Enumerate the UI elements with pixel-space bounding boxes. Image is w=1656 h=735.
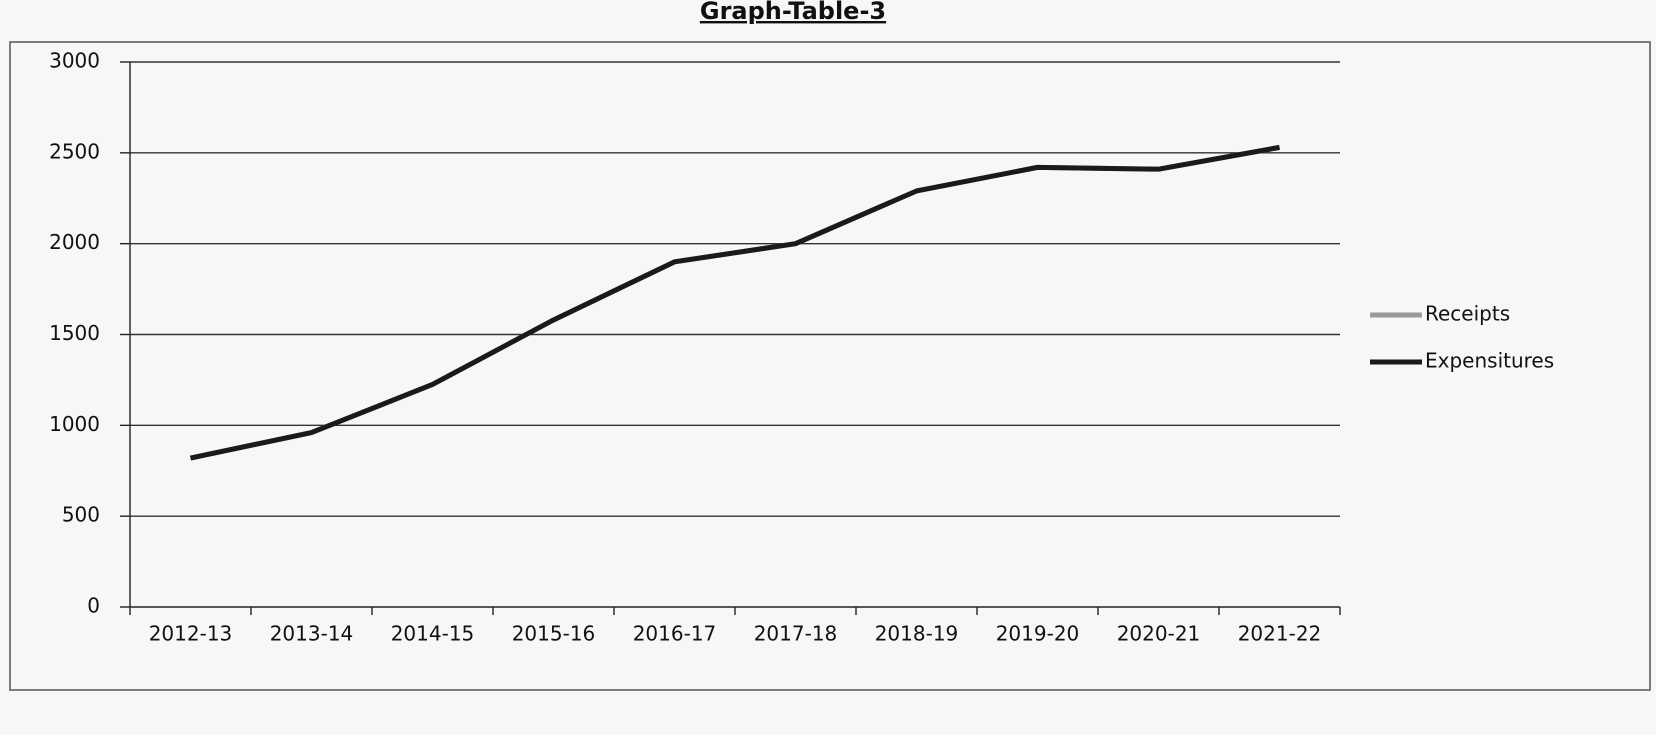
x-tick-label: 2018-19 [875, 622, 959, 646]
legend-label: Expensitures [1425, 349, 1554, 373]
y-tick-label: 500 [62, 503, 100, 527]
y-tick-label: 3000 [49, 49, 100, 73]
y-tick-label: 2000 [49, 230, 100, 254]
x-tick-label: 2013-14 [270, 622, 354, 646]
x-tick-label: 2021-22 [1238, 622, 1322, 646]
series-line [189, 144, 1280, 461]
x-tick-label: 2016-17 [633, 622, 717, 646]
legend-label: Receipts [1425, 302, 1510, 326]
y-tick-label: 0 [87, 594, 100, 618]
x-tick-label: 2012-13 [149, 622, 233, 646]
y-tick-label: 1500 [49, 321, 100, 345]
x-tick-label: 2020-21 [1117, 622, 1201, 646]
y-tick-label: 2500 [49, 139, 100, 163]
series-line [189, 144, 1280, 461]
chart-border [9, 41, 1651, 691]
x-tick-label: 2019-20 [996, 622, 1080, 646]
chart-title: Graph-Table-3 [700, 0, 886, 25]
x-tick-label: 2015-16 [512, 622, 596, 646]
x-tick-label: 2017-18 [754, 622, 838, 646]
y-tick-label: 1000 [49, 412, 100, 436]
x-tick-label: 2014-15 [391, 622, 475, 646]
